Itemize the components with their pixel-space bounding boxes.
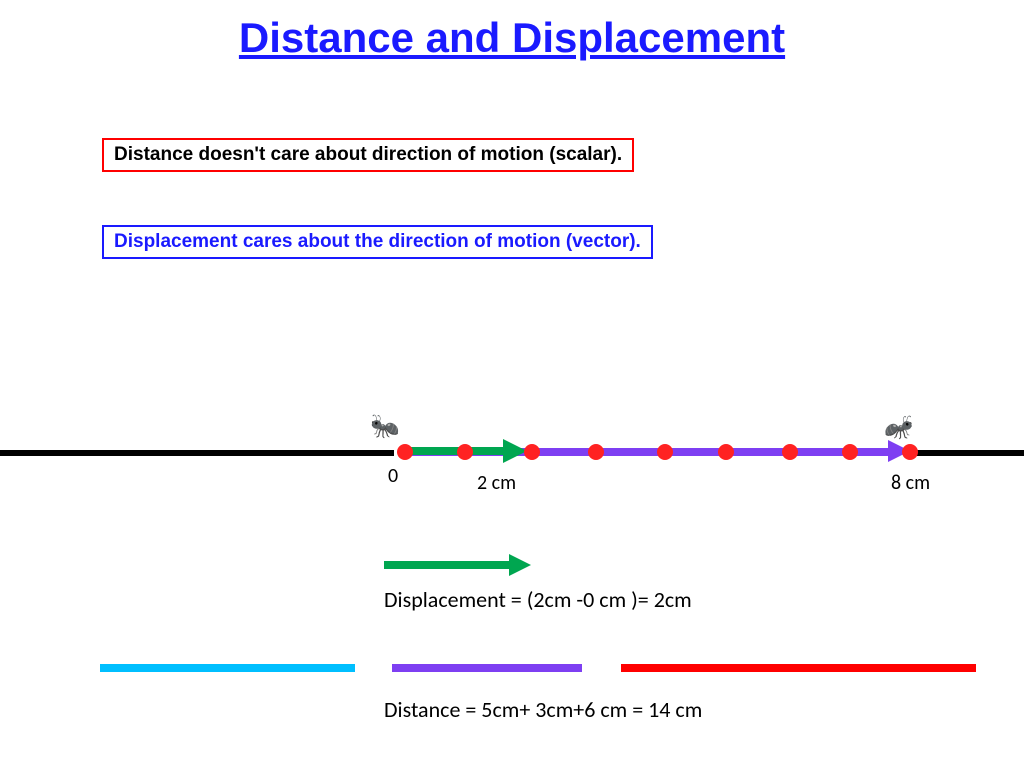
distance-segment xyxy=(392,664,582,672)
number-line-diagram xyxy=(0,436,1024,476)
distance-segment xyxy=(100,664,355,672)
number-line-axis xyxy=(912,450,1024,456)
position-dot xyxy=(657,444,673,460)
green-displacement-arrow xyxy=(405,447,507,455)
distance-definition-box: Distance doesn't care about direction of… xyxy=(102,138,634,172)
position-dot xyxy=(524,444,540,460)
position-dot xyxy=(457,444,473,460)
displacement-legend-arrow xyxy=(384,561,509,569)
displacement-definition-box: Displacement cares about the direction o… xyxy=(102,225,653,259)
page-title: Distance and Displacement xyxy=(0,14,1024,62)
axis-tick-label: 2 cm xyxy=(477,471,516,495)
ant-icon: 🐜 xyxy=(370,412,400,441)
position-dot xyxy=(588,444,604,460)
position-dot xyxy=(782,444,798,460)
distance-segment xyxy=(621,664,976,672)
axis-tick-label: 0 xyxy=(388,464,398,488)
axis-tick-label: 8 cm xyxy=(891,471,930,495)
displacement-equation-text: Displacement = (2cm -0 cm )= 2cm xyxy=(384,586,692,613)
ant-icon: 🐜 xyxy=(884,413,914,442)
displacement-legend-arrowhead-icon xyxy=(509,554,531,576)
number-line-axis xyxy=(0,450,394,456)
position-dot xyxy=(397,444,413,460)
position-dot xyxy=(902,444,918,460)
distance-equation-text: Distance = 5cm+ 3cm+6 cm = 14 cm xyxy=(384,696,702,723)
position-dot xyxy=(842,444,858,460)
position-dot xyxy=(718,444,734,460)
